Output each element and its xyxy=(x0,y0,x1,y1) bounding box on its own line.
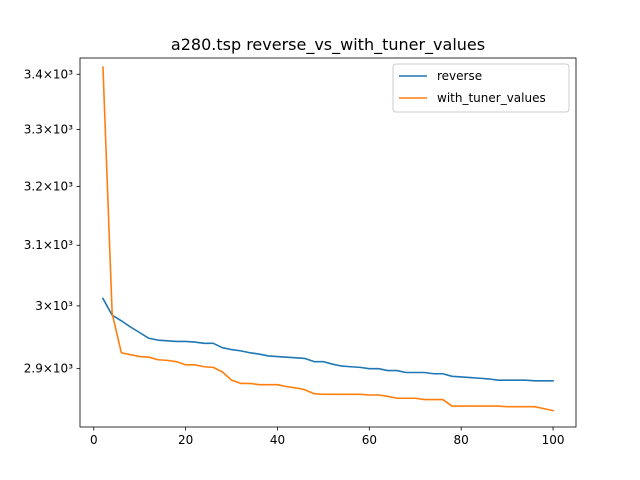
chart-title: a280.tsp reverse_vs_with_tuner_values xyxy=(171,35,485,55)
legend-label: with_tuner_values xyxy=(437,91,546,105)
series-layer xyxy=(101,66,554,412)
axes-frame xyxy=(79,57,577,428)
series-line-with-tuner-values xyxy=(102,66,554,412)
x-tick-label: 60 xyxy=(362,433,377,447)
x-tick-label: 0 xyxy=(90,433,98,447)
x-tick-label: 40 xyxy=(270,433,285,447)
y-tick-label: 3.4×10³ xyxy=(24,67,73,81)
legend-box xyxy=(392,63,570,113)
y-tick-label: 3×10³ xyxy=(35,299,73,313)
x-tick-label: 100 xyxy=(542,433,565,447)
y-tick-label: 2.9×10³ xyxy=(24,362,73,376)
y-tick-label: 3.2×10³ xyxy=(24,179,73,193)
y-tick-label: 3.1×10³ xyxy=(24,238,73,252)
series-line-reverse xyxy=(101,297,554,382)
x-axis: 0 20 40 60 80 100 xyxy=(90,427,565,447)
legend: reverse with_tuner_values xyxy=(392,63,570,113)
x-tick-label: 20 xyxy=(178,433,193,447)
x-tick-label: 80 xyxy=(454,433,469,447)
legend-label: reverse xyxy=(437,69,482,83)
y-axis: 2.9×10³ 3×10³ 3.1×10³ 3.2×10³ 3.3×10³ 3.4×10³ xyxy=(24,67,80,376)
plot-area xyxy=(80,58,576,427)
y-tick-label: 3.3×10³ xyxy=(24,123,73,137)
